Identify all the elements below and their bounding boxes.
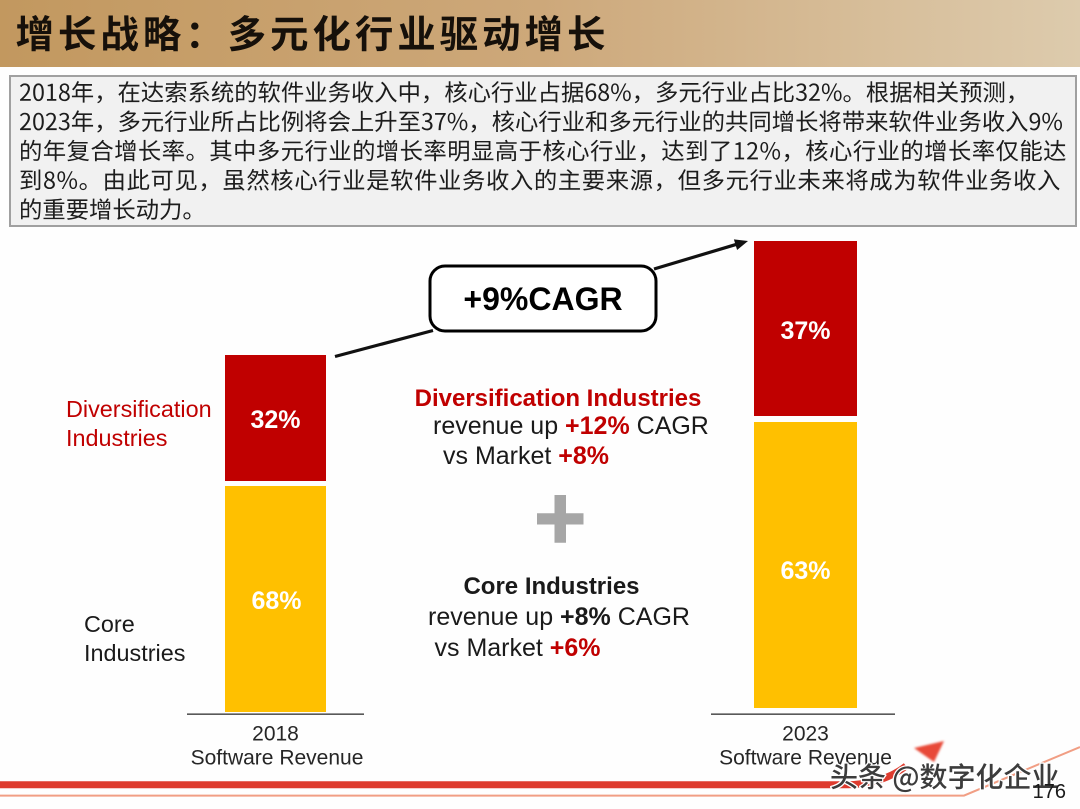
svg-text:+9%CAGR: +9%CAGR — [463, 281, 622, 317]
svg-text:revenue up +12% CAGR: revenue up +12% CAGR — [433, 412, 709, 440]
svg-text:63%: 63% — [780, 557, 830, 585]
svg-text:176: 176 — [1033, 781, 1066, 803]
svg-text:vs Market +8%: vs Market +8% — [443, 442, 609, 470]
svg-text:Core: Core — [84, 611, 135, 637]
svg-text:2018: 2018 — [252, 723, 299, 746]
svg-text:Software Revenue: Software Revenue — [719, 747, 892, 770]
svg-text:2023: 2023 — [782, 723, 829, 746]
svg-text:37%: 37% — [780, 317, 830, 345]
svg-text:Diversification: Diversification — [66, 396, 212, 422]
svg-text:32%: 32% — [250, 406, 300, 434]
svg-text:Industries: Industries — [66, 425, 167, 451]
svg-text:Core Industries: Core Industries — [463, 573, 639, 600]
svg-text:Industries: Industries — [84, 640, 185, 666]
svg-text:Software Revenue: Software Revenue — [191, 747, 364, 770]
svg-text:vs Market +6%: vs Market +6% — [435, 634, 601, 662]
svg-text:revenue up +8% CAGR: revenue up +8% CAGR — [428, 603, 690, 631]
svg-text:68%: 68% — [251, 587, 301, 615]
svg-text:Diversification Industries: Diversification Industries — [415, 385, 702, 412]
